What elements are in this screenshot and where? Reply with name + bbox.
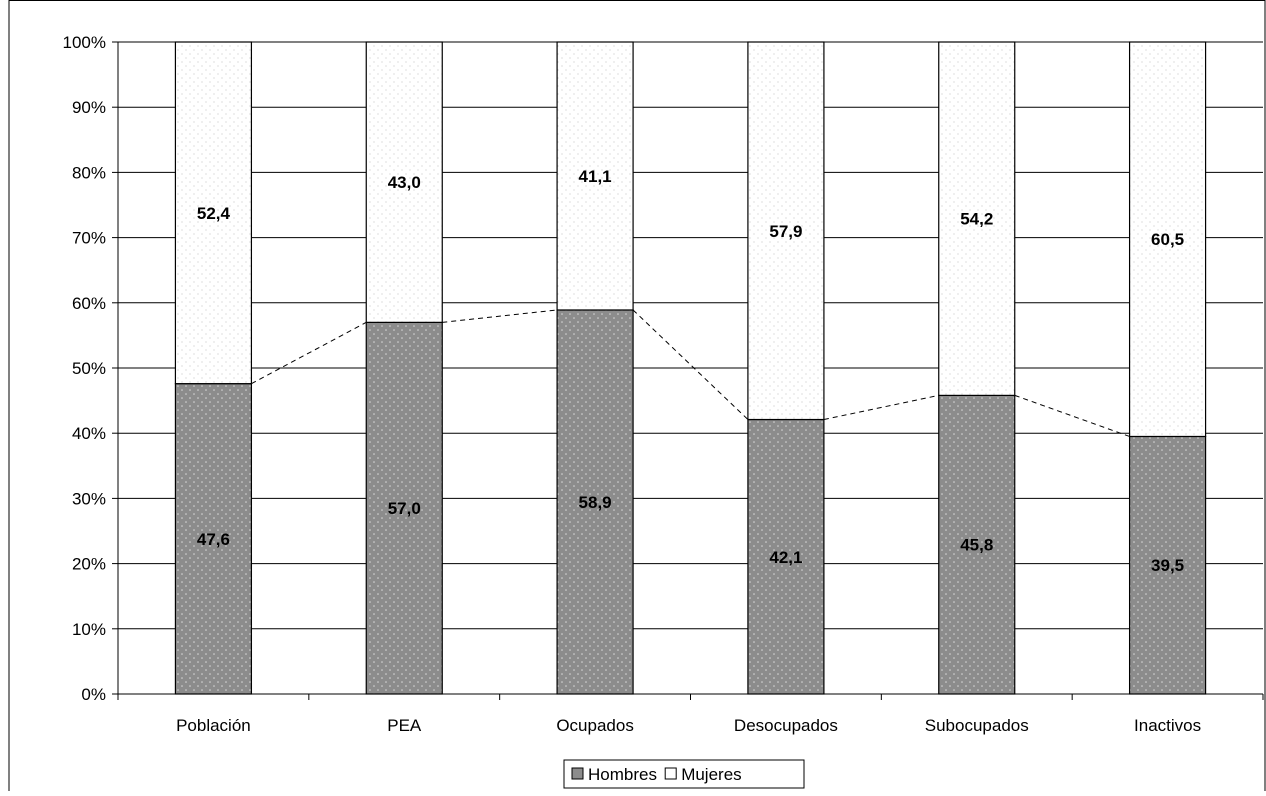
x-category-label: Ocupados: [556, 716, 634, 735]
data-label-hombres: 47,6: [197, 530, 230, 549]
series-connector-line: [1014, 394, 1130, 437]
series-connector-line: [442, 309, 558, 323]
data-label-mujeres: 57,9: [769, 222, 802, 241]
data-label-mujeres: 43,0: [388, 173, 421, 192]
data-label-hombres: 42,1: [769, 548, 802, 567]
bar-hombres-1: [365, 321, 443, 695]
data-label-hombres: 58,9: [579, 493, 612, 512]
y-tick-label: 30%: [72, 489, 106, 508]
y-tick-label: 100%: [63, 33, 106, 52]
legend-swatch-hombres: [571, 767, 584, 780]
data-label-mujeres: 41,1: [579, 167, 612, 186]
legend-label-hombres: Hombres: [588, 765, 657, 784]
data-label-mujeres: 60,5: [1151, 230, 1184, 249]
data-label-hombres: 45,8: [960, 536, 993, 555]
y-tick-label: 90%: [72, 98, 106, 117]
x-category-label: PEA: [387, 716, 422, 735]
data-label-mujeres: 52,4: [197, 204, 231, 223]
x-category-label: Población: [176, 716, 251, 735]
bar-mujeres-5: [1128, 41, 1207, 438]
bar-mujeres-3: [747, 41, 825, 421]
y-tick-label: 80%: [72, 163, 106, 182]
bar-hombres-2: [556, 309, 634, 695]
data-label-mujeres: 54,2: [960, 210, 993, 229]
legend-box: [563, 759, 805, 789]
y-tick-label: 20%: [72, 555, 106, 574]
data-label-hombres: 39,5: [1151, 556, 1184, 575]
legend-label-mujeres: Mujeres: [681, 765, 741, 784]
x-category-label: Subocupados: [925, 716, 1029, 735]
bar-mujeres-2: [556, 41, 634, 311]
legend-swatch-mujeres: [664, 767, 677, 780]
y-tick-label: 0%: [81, 685, 106, 704]
x-category-label: Inactivos: [1134, 716, 1201, 735]
y-tick-label: 40%: [72, 424, 106, 443]
bar-mujeres-4: [938, 41, 1016, 396]
y-tick-label: 10%: [72, 620, 106, 639]
y-tick-label: 70%: [72, 229, 106, 248]
y-tick-label: 60%: [72, 294, 106, 313]
bar-mujeres-0: [174, 41, 253, 385]
bar-mujeres-1: [365, 41, 443, 323]
series-connector-line: [251, 321, 367, 385]
y-tick-label: 50%: [72, 359, 106, 378]
bar-hombres-4: [938, 394, 1016, 695]
data-label-hombres: 57,0: [388, 499, 421, 518]
series-connector-line: [823, 394, 939, 420]
x-category-label: Desocupados: [734, 716, 838, 735]
bar-hombres-5: [1128, 435, 1207, 695]
